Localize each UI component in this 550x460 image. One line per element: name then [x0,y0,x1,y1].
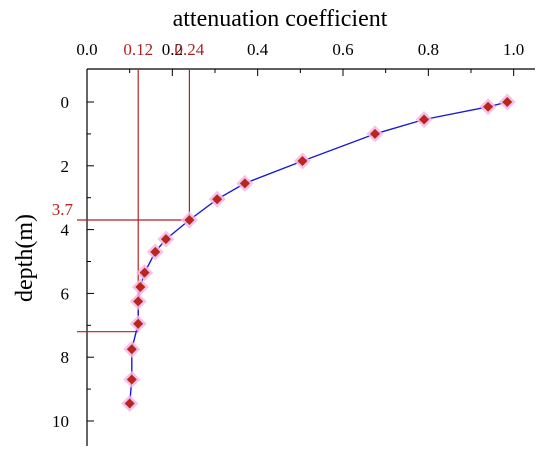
x-axis-title: attenuation coefficient [173,6,388,32]
data-point [150,246,161,257]
data-point [133,318,144,329]
data-point [483,101,494,112]
data-point [297,156,308,167]
data-point [419,114,430,125]
x-tick-label: 1.0 [503,40,524,59]
data-point [124,398,135,409]
data-point [126,344,137,355]
x-tick-label: 0.0 [76,40,97,59]
data-point [133,296,144,307]
data-point [239,178,250,189]
y-tick-label: 2 [61,157,70,176]
x-tick-label: 0.8 [418,40,439,59]
x-annotation-label: 0.12 [123,40,153,59]
y-axis-title: depth(m) [12,214,38,302]
data-point [135,282,146,293]
series-line [129,101,508,404]
plot-area: 0.0 0.2 0.4 0.6 0.8 1.0 0 2 4 6 8 10 0.12 0.24 3.7 [52,40,535,446]
x-annotation-label: 0.24 [175,40,205,59]
x-tick-label: 0.6 [332,40,353,59]
y-tick-label: 4 [61,221,70,240]
x-tick-label: 0.2 [162,40,183,59]
data-point [126,374,137,385]
data-point [502,97,513,107]
data-point [370,128,380,139]
y-tick-label: 6 [61,284,70,303]
data-point [184,215,195,226]
y-annotation-label: 3.7 [52,200,74,219]
data-point [160,234,171,245]
y-tick-label: 0 [61,93,70,112]
y-tick-label: 8 [61,348,70,367]
y-tick-label: 10 [52,412,69,431]
data-point [212,194,223,205]
data-point [139,267,150,278]
x-tick-label: 0.4 [247,40,269,59]
